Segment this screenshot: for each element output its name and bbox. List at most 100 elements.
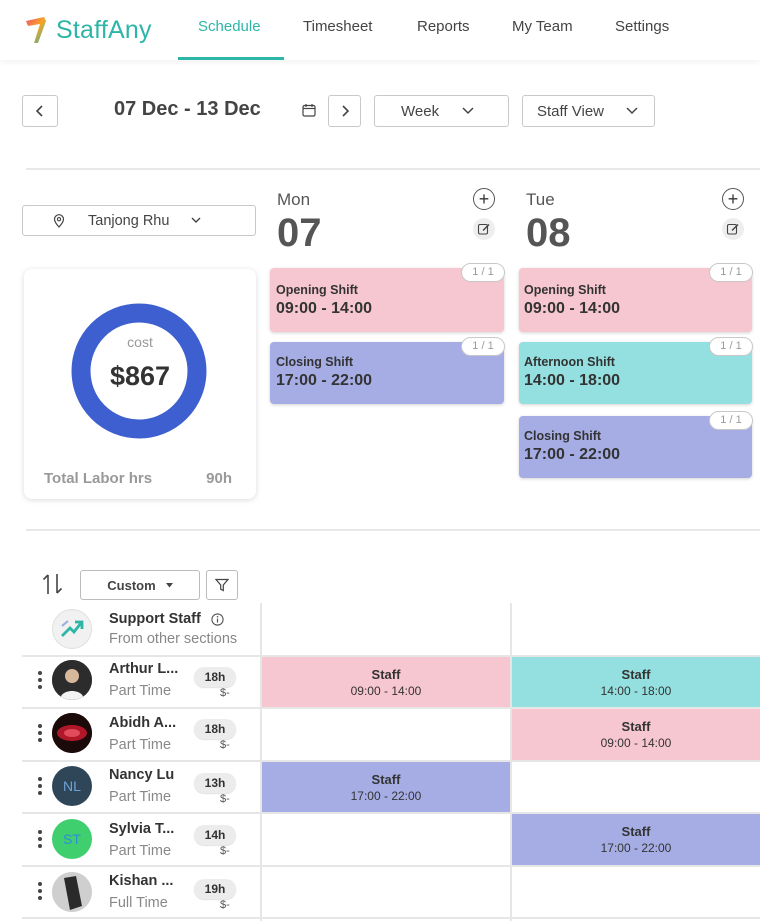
filter-button[interactable] <box>206 570 238 600</box>
cell-time: 17:00 - 22:00 <box>600 841 672 855</box>
grid-divider <box>510 603 512 921</box>
active-tab-indicator <box>178 57 284 60</box>
avatar-initials: ST <box>63 831 81 847</box>
staff-type: Part Time <box>109 683 172 699</box>
nav-item-reports[interactable]: Reports <box>417 18 470 35</box>
top-nav: StaffAny Schedule Timesheet Reports My T… <box>0 0 760 60</box>
staff-name[interactable]: Sylvia T... <box>109 821 175 837</box>
shift-name: Opening Shift <box>524 283 606 297</box>
cell-time: 14:00 - 18:00 <box>600 683 672 698</box>
shift-time: 09:00 - 14:00 <box>276 300 373 317</box>
sort-select-value: Custom <box>107 577 156 593</box>
shift-count-badge: 1 / 1 <box>709 337 753 356</box>
nav-item-my-team[interactable]: My Team <box>512 18 573 35</box>
staff-hours-badge: 14h <box>194 825 236 845</box>
edit-day-button[interactable] <box>473 218 495 240</box>
staff-shift-cell[interactable]: Staff 17:00 - 22:00 <box>512 814 760 865</box>
staff-name[interactable]: Abidh A... <box>109 715 177 731</box>
nav-item-settings[interactable]: Settings <box>615 18 670 35</box>
grid-divider <box>260 603 262 921</box>
day-name-tue: Tue <box>526 190 555 209</box>
shift-card[interactable]: 1 / 1 Closing Shift 17:00 - 22:00 <box>519 411 753 478</box>
cost-ring-chart <box>71 303 207 439</box>
cost-value: $867 <box>109 361 171 391</box>
cell-time: 09:00 - 14:00 <box>350 683 422 698</box>
shift-card[interactable]: 1 / 1 Closing Shift 17:00 - 22:00 <box>270 337 505 404</box>
day-number-tue: 08 <box>526 211 571 255</box>
period-select[interactable]: Week <box>374 95 509 127</box>
caret-down-icon <box>165 582 173 587</box>
next-week-button[interactable] <box>328 95 361 127</box>
filter-icon <box>215 578 229 592</box>
nav-item-timesheet[interactable]: Timesheet <box>303 18 373 35</box>
staff-shift-cell[interactable]: Staff 09:00 - 14:00 <box>512 709 760 760</box>
staff-shift-cell[interactable]: Staff 09:00 - 14:00 <box>262 657 510 707</box>
staff-name[interactable]: Nancy Lu <box>109 767 175 783</box>
cost-summary-card: cost $867 Total Labor hrs 90h <box>24 269 256 499</box>
row-menu-icon[interactable] <box>38 724 42 745</box>
staff-hours-badge: 19h <box>194 879 236 899</box>
add-shift-button[interactable]: + <box>473 188 495 210</box>
shift-card[interactable]: 1 / 1 Afternoon Shift 14:00 - 18:00 <box>519 337 753 404</box>
location-select[interactable]: Tanjong Rhu <box>22 205 256 236</box>
support-staff-title: Support Staff <box>109 611 201 627</box>
add-shift-button[interactable]: + <box>722 188 744 210</box>
row-divider <box>22 865 760 867</box>
user-photo-icon <box>52 713 92 753</box>
staff-type: Part Time <box>109 843 172 859</box>
cell-time: 17:00 - 22:00 <box>350 788 422 803</box>
staff-hours-badge: 18h <box>194 667 236 687</box>
avatar: NL <box>52 766 92 806</box>
info-icon[interactable] <box>211 613 224 631</box>
cell-role: Staff <box>621 666 651 682</box>
shift-count-badge: 1 / 1 <box>709 411 753 430</box>
nav-item-schedule[interactable]: Schedule <box>198 18 261 35</box>
shift-name: Afternoon Shift <box>524 355 615 369</box>
shift-name: Closing Shift <box>276 355 354 369</box>
avatar <box>52 872 92 912</box>
row-divider <box>22 760 760 762</box>
sort-icon[interactable] <box>42 572 64 601</box>
shift-count-badge: 1 / 1 <box>461 337 505 356</box>
row-menu-icon[interactable] <box>38 830 42 851</box>
row-menu-icon[interactable] <box>38 671 42 692</box>
row-divider <box>22 655 760 657</box>
shift-card[interactable]: 1 / 1 Opening Shift 09:00 - 14:00 <box>270 263 505 332</box>
sort-select[interactable]: Custom <box>80 570 200 600</box>
row-divider <box>22 707 760 709</box>
staff-shift-cell[interactable]: Staff 17:00 - 22:00 <box>262 762 510 812</box>
shift-time: 17:00 - 22:00 <box>276 372 373 389</box>
row-menu-icon[interactable] <box>38 777 42 798</box>
staff-name[interactable]: Kishan ... <box>109 873 174 889</box>
staff-name[interactable]: Arthur L... <box>109 661 179 677</box>
shift-name: Closing Shift <box>524 429 602 443</box>
staff-shift-cell[interactable]: Staff 14:00 - 18:00 <box>512 657 760 707</box>
staff-type: Part Time <box>109 789 172 805</box>
staff-hours-badge: 18h <box>194 719 236 739</box>
staff-cost: $- <box>220 687 230 699</box>
plus-icon: + <box>478 188 490 209</box>
shift-time: 09:00 - 14:00 <box>524 300 621 317</box>
row-menu-icon[interactable] <box>38 882 42 903</box>
staff-type: Full Time <box>109 895 168 911</box>
row-divider <box>22 917 760 919</box>
chevron-down-icon <box>191 217 201 223</box>
view-select[interactable]: Staff View <box>522 95 655 127</box>
shift-time: 14:00 - 18:00 <box>524 372 621 389</box>
staff-cost: $- <box>220 899 230 911</box>
cell-time: 09:00 - 14:00 <box>600 736 672 750</box>
avatar <box>52 660 92 700</box>
edit-day-button[interactable] <box>722 218 744 240</box>
staff-type: Part Time <box>109 737 172 753</box>
cell-role: Staff <box>371 771 401 787</box>
day-name-mon: Mon <box>277 190 311 209</box>
brand-name: StaffAny <box>56 15 152 44</box>
period-select-value: Week <box>401 102 440 120</box>
support-staff-subtitle: From other sections <box>109 631 238 647</box>
cell-role: Staff <box>621 719 651 734</box>
plus-icon: + <box>727 188 739 209</box>
shift-card[interactable]: 1 / 1 Opening Shift 09:00 - 14:00 <box>519 263 753 332</box>
staffany-logo[interactable]: StaffAny <box>24 14 152 46</box>
prev-week-button[interactable] <box>22 95 58 127</box>
calendar-icon[interactable] <box>302 103 316 122</box>
